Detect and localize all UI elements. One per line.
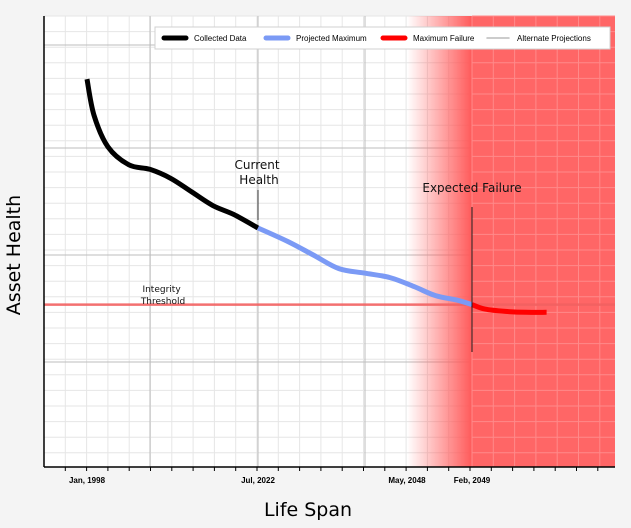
x-tick-label: Jul, 2022 [241, 476, 275, 485]
current-health-annotation: Current Health [235, 158, 284, 187]
series-layer [84, 78, 547, 315]
x-tick-label: Feb, 2049 [454, 476, 491, 485]
risk-zone [407, 15, 615, 467]
legend-label: Maximum Failure [413, 34, 475, 43]
legend-label: Alternate Projections [517, 34, 591, 43]
legend-label: Projected Maximum [296, 34, 367, 43]
series-maximum-failure [471, 302, 547, 315]
legend-label: Collected Data [194, 34, 247, 43]
legend: Collected Data Projected Maximum Maximum F… [154, 26, 611, 50]
axis-layer [43, 16, 615, 471]
y-axis-title: Asset Health [3, 195, 25, 315]
tick-labels: Jan, 1998 Jul, 2022 May, 2048 Feb, 2049 [69, 476, 491, 485]
x-tick-label: May, 2048 [388, 476, 426, 485]
x-tick-label: Jan, 1998 [69, 476, 106, 485]
integrity-threshold-annotation: Integrity Threshold [140, 285, 185, 307]
failure-zone [472, 16, 615, 467]
series-projected-maximum [256, 225, 473, 308]
marker-layer [257, 190, 473, 352]
expected-failure-annotation: Expected Failure [422, 181, 521, 195]
risk-gradient-zone [407, 16, 472, 467]
x-axis-title: Life Span [264, 499, 352, 521]
series-collected-data [84, 78, 260, 231]
